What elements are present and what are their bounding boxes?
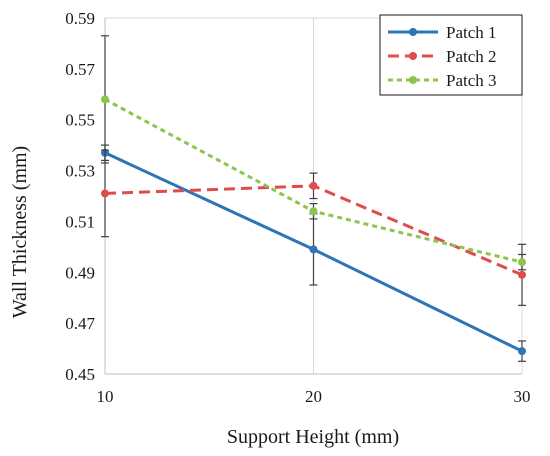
data-point	[518, 258, 526, 267]
y-tick-labels: 0.45 0.47 0.49 0.51 0.53 0.55 0.57 0.59	[65, 9, 95, 384]
y-tick-label: 0.47	[65, 314, 95, 333]
legend-entry-3: Patch 3	[388, 71, 497, 90]
y-tick-label: 0.55	[65, 111, 95, 130]
x-tick-label: 30	[514, 387, 531, 406]
legend-label: Patch 1	[446, 23, 497, 42]
legend-entry-2: Patch 2	[388, 47, 497, 66]
data-point	[518, 347, 526, 356]
y-tick-label: 0.53	[65, 162, 95, 181]
x-axis-title: Support Height (mm)	[227, 426, 399, 448]
legend-entry-1: Patch 1	[388, 23, 497, 42]
y-tick-label: 0.45	[65, 365, 95, 384]
data-point	[518, 270, 526, 279]
data-point	[309, 207, 318, 216]
series-3	[101, 35, 526, 271]
y-tick-label: 0.57	[65, 60, 95, 79]
legend-box	[379, 14, 523, 96]
legend: Patch 1 Patch 2 Patch 3	[379, 14, 523, 96]
y-tick-label: 0.51	[65, 212, 95, 231]
legend-label: Patch 3	[446, 71, 497, 90]
y-axis-title: Wall Thickness (mm)	[9, 146, 31, 318]
data-point	[309, 245, 318, 254]
data-point	[309, 181, 318, 190]
x-tick-label: 10	[97, 387, 114, 406]
y-tick-label: 0.49	[65, 263, 95, 282]
y-tick-label: 0.59	[65, 9, 95, 28]
series-layer	[101, 35, 526, 362]
legend-marker	[409, 52, 417, 60]
x-tick-labels: 10 20 30	[97, 387, 531, 406]
legend-marker	[409, 76, 417, 84]
legend-label: Patch 2	[446, 47, 497, 66]
x-tick-label: 20	[305, 387, 322, 406]
data-point	[101, 95, 109, 104]
data-point	[101, 189, 109, 198]
legend-marker	[409, 28, 417, 36]
